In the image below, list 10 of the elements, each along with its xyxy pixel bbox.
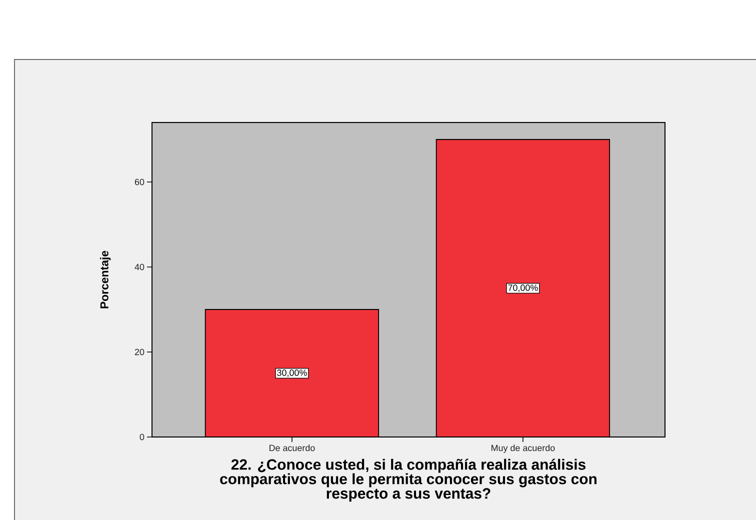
y-tick-label: 0 [140,434,144,440]
data-label: 70,00% [508,284,538,292]
x-axis-title: 22. ¿Conoce usted, si la compañía realiza análisis comparativos que le permita conocer sus gastos con respecto a sus ventas? [220,458,596,502]
y-tick-label: 60 [134,178,144,186]
y-tick-label: 40 [134,264,144,270]
y-tick-label: 20 [134,348,144,356]
y-axis-title: Porcentaje [100,250,111,308]
x-tick-label: De acuerdo [270,444,315,452]
x-tick-label: Muy de acuerdo [492,444,555,453]
data-label: 30,00% [277,370,307,377]
